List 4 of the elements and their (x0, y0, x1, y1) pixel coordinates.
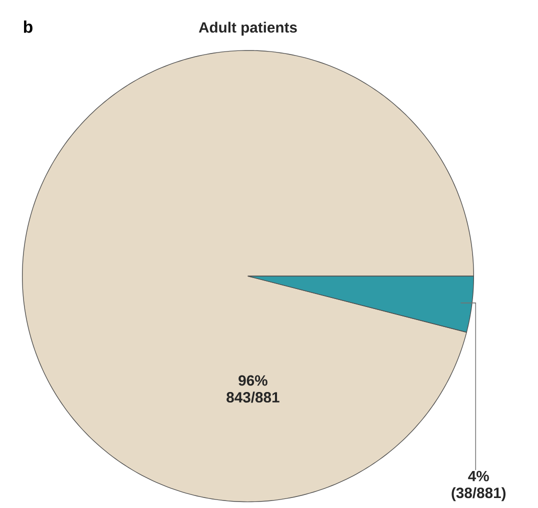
text: b (24, 20, 32, 34)
data-label: 96% 843/881 (226, 375, 280, 403)
chart-title: Adult patients (198, 22, 297, 36)
data-label: 4% (38/881) (452, 470, 506, 502)
